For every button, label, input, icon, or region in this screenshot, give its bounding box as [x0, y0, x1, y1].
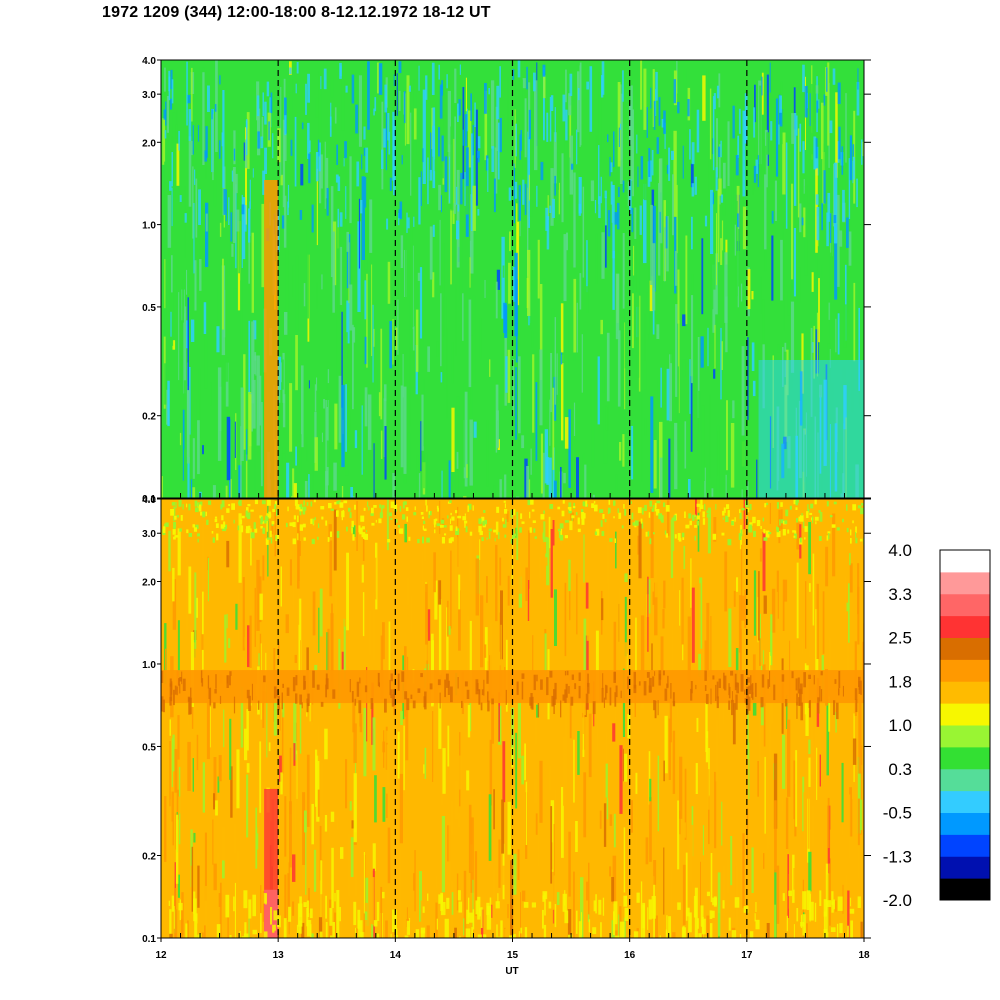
- colorbar-tick-label: 4.0: [888, 541, 912, 560]
- colorbar-swatch: [940, 856, 990, 879]
- x-tick-label: 12: [155, 950, 167, 961]
- y-tick-label: 2.0: [142, 577, 156, 588]
- colorbar-tick-label: 2.5: [888, 629, 912, 648]
- y-tick-label: 4.0: [142, 56, 156, 67]
- lower-spectrogram-panel: 4.0 3.0 2.0 1.0 0.5 0.2 0.1: [142, 495, 871, 945]
- colorbar-swatch: [940, 637, 990, 660]
- upper-spectrogram-panel: 4.0 3.0 2.0 1.0 0.5 0.2 0.1: [142, 56, 871, 505]
- colorbar-tick-label: 3.3: [888, 585, 912, 604]
- colorbar-swatch: [940, 790, 990, 813]
- colorbar-tick-label: 1.8: [888, 672, 912, 691]
- colorbar-swatch: [940, 659, 990, 682]
- colorbar-swatch: [940, 878, 990, 901]
- x-tick-label: 18: [858, 950, 870, 961]
- colorbar-tick-label: -2.0: [883, 891, 912, 910]
- y-tick-label: 3.0: [142, 90, 156, 101]
- x-tick-label: 15: [507, 950, 519, 961]
- colorbar-swatch: [940, 550, 990, 573]
- colorbar-swatch: [940, 571, 990, 595]
- y-tick-label: 0.2: [142, 412, 156, 423]
- colorbar-swatch: [940, 681, 990, 704]
- x-tick-label: 16: [624, 950, 636, 961]
- spectrogram-texture: [161, 499, 864, 938]
- colorbar-swatch: [940, 768, 990, 792]
- x-axis-label: UT: [505, 966, 518, 977]
- orange-band: [161, 670, 864, 704]
- colorbar-swatch: [940, 812, 990, 835]
- y-tick-label: 4.0: [142, 495, 156, 506]
- x-tick-label: 14: [390, 950, 402, 961]
- colorbar-swatch: [940, 703, 990, 726]
- y-tick-label: 0.2: [142, 852, 156, 863]
- colorbar-tick-label: -1.3: [883, 847, 912, 866]
- x-tick-label: 17: [741, 950, 753, 961]
- y-tick-label: 1.0: [142, 660, 156, 671]
- y-tick-label: 2.0: [142, 138, 156, 149]
- colorbar-swatch: [940, 746, 990, 770]
- colorbar-tick-label: -0.5: [883, 804, 912, 823]
- colorbar-swatch: [940, 593, 990, 617]
- y-tick-label: 0.5: [142, 303, 156, 314]
- colorbar: 4.0 3.3 2.5 1.8 1.0 0.3 -0.5 -1.3 -2.0: [883, 541, 991, 910]
- colorbar-swatch: [940, 725, 990, 748]
- y-tick-label: 0.5: [142, 742, 156, 753]
- page-title: 1972 1209 (344) 12:00-18:00 8-12.12.1972…: [102, 4, 491, 21]
- colorbar-tick-label: 1.0: [888, 716, 912, 735]
- y-tick-label: 0.1: [142, 494, 156, 505]
- colorbar-swatch: [940, 834, 990, 857]
- colorbar-frame: [939, 549, 991, 901]
- colorbar-tick-label: 0.3: [888, 760, 912, 779]
- axes-layer: 12 13 14 15 16 17 18 UT: [155, 938, 870, 977]
- y-tick-label: 0.1: [142, 934, 156, 945]
- y-tick-label: 3.0: [142, 529, 156, 540]
- colorbar-swatch: [940, 615, 990, 638]
- x-tick-label: 13: [273, 950, 285, 961]
- y-tick-label: 1.0: [142, 221, 156, 232]
